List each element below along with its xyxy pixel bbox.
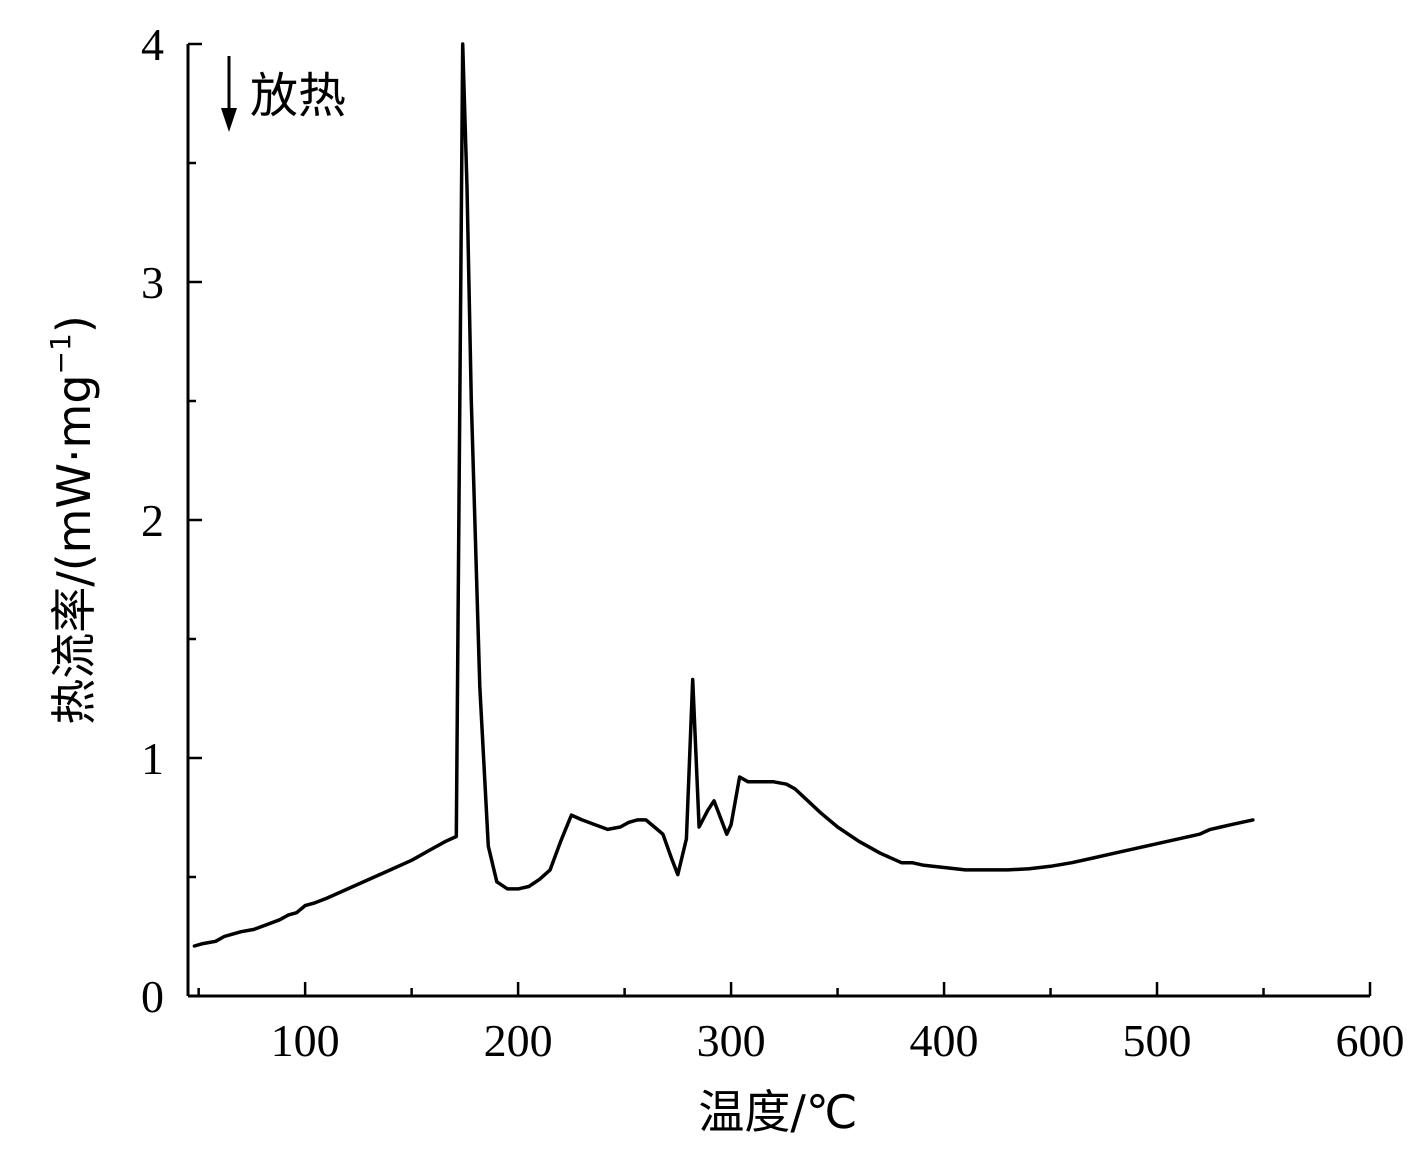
x-tick-label: 100 [271, 1015, 340, 1066]
x-tick-label: 600 [1336, 1015, 1405, 1066]
axes [186, 44, 1370, 998]
y-tick-label: 2 [141, 495, 164, 546]
exotherm-label: 放热 [250, 68, 346, 124]
x-axis-title: 温度/℃ [698, 1085, 857, 1139]
exotherm-annotation: 放热 [221, 56, 346, 132]
y-tick-label: 0 [141, 971, 164, 1022]
tick-labels: 100 200 300 400 500 600 0 1 2 3 4 [141, 19, 1405, 1066]
y-axis-title-close: ) [47, 315, 101, 333]
ticks [188, 42, 1372, 998]
y-tick-label: 3 [141, 257, 164, 308]
y-axis-title: 热流率/(mW·mg−1) [44, 315, 101, 725]
x-tick-label: 200 [484, 1015, 553, 1066]
y-tick-label: 1 [141, 733, 164, 784]
y-axis-title-exponent: −1 [44, 333, 77, 374]
y-axis-title-main: 热流率/(mW·mg [47, 374, 101, 724]
series-layer [192, 42, 1255, 948]
x-tick-label: 500 [1123, 1015, 1192, 1066]
y-tick-label: 4 [141, 19, 164, 70]
x-tick-label: 300 [697, 1015, 766, 1066]
x-tick-label: 400 [910, 1015, 979, 1066]
arrow-head-icon [221, 108, 237, 132]
series-line-0 [192, 42, 1255, 948]
